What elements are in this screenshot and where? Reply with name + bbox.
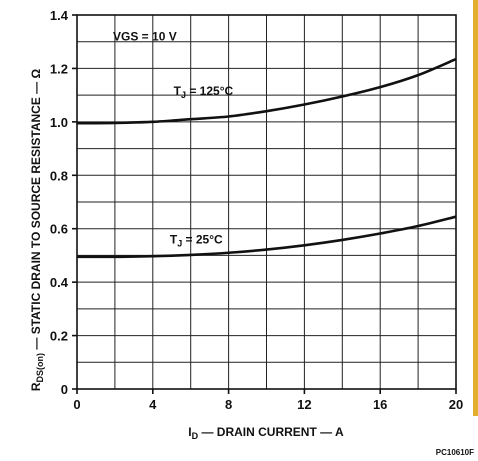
- y-tick-label-0: 0: [61, 382, 68, 397]
- annotation-tj-25c: TJ = 25°C: [170, 232, 223, 248]
- plot-frame: [76, 14, 457, 390]
- series-line-1: [76, 215, 457, 259]
- tick-marks: [72, 14, 457, 394]
- y-axis-label: RDS(on) — STATIC DRAIN TO SOURCE RESISTA…: [29, 69, 45, 392]
- x-tick-label-4: 16: [373, 397, 387, 412]
- figure-code: PC10610F: [436, 448, 474, 457]
- y-tick-label-7: 1.4: [50, 8, 69, 23]
- y-tick-labels: 0 0.2 0.4 0.6 0.8 1.0 1.2 1.4: [50, 8, 69, 397]
- y-tick-label-3: 0.6: [50, 222, 68, 237]
- y-tick-label-5: 1.0: [50, 115, 68, 130]
- x-axis-label: ID — DRAIN CURRENT — A: [188, 425, 344, 441]
- x-tick-label-3: 12: [297, 397, 311, 412]
- x-tick-label-1: 4: [149, 397, 157, 412]
- annotations: VGS = 10 V TJ = 125°C TJ = 25°C: [113, 29, 233, 248]
- series-line-0: [76, 57, 457, 125]
- y-tick-label-2: 0.4: [50, 275, 69, 290]
- y-tick-label-6: 1.2: [50, 61, 68, 76]
- grid-lines: [77, 15, 456, 389]
- y-tick-label-4: 0.8: [50, 168, 68, 183]
- x-tick-label-2: 8: [225, 397, 232, 412]
- annotation-tj-125c: TJ = 125°C: [174, 84, 234, 100]
- y-tick-label-1: 0.2: [50, 329, 68, 344]
- curves: [76, 57, 457, 259]
- page-edge-stripe: [473, 0, 478, 416]
- x-tick-labels: 0 4 8 12 16 20: [73, 397, 463, 412]
- annotation-vgs: VGS = 10 V: [113, 29, 177, 43]
- x-tick-label-0: 0: [73, 397, 80, 412]
- x-tick-label-5: 20: [449, 397, 463, 412]
